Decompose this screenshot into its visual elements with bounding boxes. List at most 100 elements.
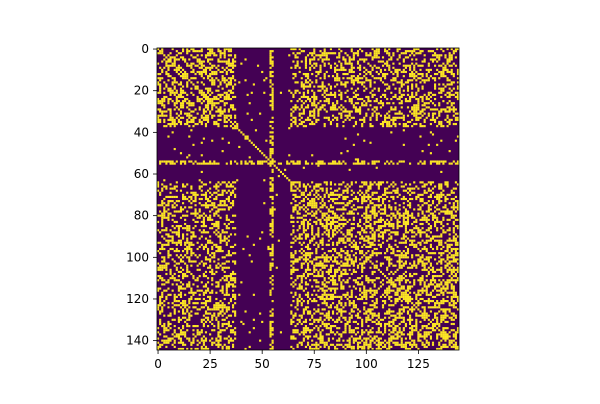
- heatmap-cell: [388, 162, 391, 165]
- heatmap-cell: [348, 70, 351, 74]
- heatmap-cell: [427, 302, 430, 305]
- heatmap-cell: [306, 72, 310, 76]
- heatmap-cell: [365, 220, 368, 224]
- heatmap-cell: [329, 106, 333, 109]
- heatmap-cell: [456, 206, 460, 209]
- heatmap-cell: [323, 218, 326, 221]
- heatmap-cell: [427, 206, 430, 209]
- heatmap-cell: [311, 189, 314, 192]
- heatmap-cell: [371, 237, 374, 240]
- heatmap-cell: [171, 89, 174, 92]
- heatmap-cell: [327, 243, 330, 246]
- heatmap-cell: [452, 254, 455, 257]
- heatmap-cell: [202, 77, 205, 80]
- heatmap-cell: [167, 239, 170, 242]
- heatmap-cell: [379, 70, 382, 74]
- heatmap-cell: [354, 106, 357, 109]
- heatmap-cell: [392, 181, 395, 184]
- heatmap-cell: [215, 212, 218, 215]
- heatmap-cell: [384, 302, 387, 305]
- heatmap-cell: [381, 200, 385, 203]
- heatmap-cell: [348, 200, 351, 203]
- heatmap-cell: [202, 183, 205, 186]
- heatmap-cell: [450, 272, 453, 276]
- heatmap-cell: [173, 295, 176, 298]
- heatmap-cell: [427, 283, 430, 286]
- heatmap-cell: [179, 56, 183, 59]
- heatmap-cell: [300, 222, 303, 226]
- heatmap-cell: [250, 91, 253, 94]
- heatmap-cell: [352, 95, 355, 99]
- heatmap-cell: [309, 241, 312, 244]
- heatmap-cell: [225, 277, 228, 280]
- heatmap-cell: [304, 237, 308, 240]
- heatmap-cell: [427, 258, 430, 261]
- heatmap-cell: [217, 285, 220, 288]
- heatmap-cell: [404, 235, 407, 238]
- heatmap-cell: [331, 279, 335, 282]
- heatmap-cell: [446, 247, 449, 251]
- heatmap-cell: [411, 91, 414, 94]
- heatmap-cell: [363, 231, 366, 234]
- heatmap-cell: [196, 54, 199, 57]
- heatmap-cell: [413, 104, 416, 107]
- heatmap-cell: [350, 58, 353, 61]
- heatmap-cell: [213, 204, 216, 207]
- heatmap-cell: [440, 275, 443, 278]
- heatmap-cell: [425, 68, 428, 71]
- heatmap-cell: [363, 104, 366, 107]
- heatmap-cell: [269, 277, 272, 280]
- heatmap-cell: [213, 72, 216, 76]
- heatmap-cell: [456, 266, 460, 269]
- heatmap-cell: [334, 256, 337, 259]
- heatmap-cell: [334, 227, 337, 230]
- heatmap-cell: [377, 227, 380, 230]
- heatmap-cell: [306, 118, 310, 121]
- heatmap-cell: [215, 250, 218, 253]
- heatmap-cell: [390, 262, 393, 265]
- heatmap-cell: [359, 289, 362, 292]
- heatmap-cell: [323, 293, 326, 296]
- heatmap-cell: [292, 110, 295, 113]
- heatmap-cell: [192, 302, 195, 305]
- heatmap-cell: [294, 116, 297, 119]
- heatmap-cell: [306, 212, 310, 215]
- heatmap-cell: [350, 62, 353, 65]
- heatmap-cell: [429, 239, 432, 242]
- heatmap-cell: [388, 206, 391, 209]
- heatmap-cell: [219, 279, 222, 282]
- heatmap-cell: [325, 54, 328, 57]
- heatmap-cell: [190, 254, 193, 257]
- heatmap-cell: [225, 291, 228, 294]
- heatmap-cell: [456, 85, 460, 88]
- heatmap-cell: [223, 118, 226, 121]
- heatmap-cell: [173, 231, 176, 234]
- heatmap-cell: [313, 266, 316, 269]
- heatmap-cell: [157, 250, 160, 253]
- heatmap-cell: [173, 264, 176, 267]
- heatmap-cell: [336, 100, 339, 103]
- heatmap-cell: [217, 93, 220, 96]
- heatmap-cell: [436, 116, 439, 119]
- heatmap-cell: [315, 75, 318, 78]
- heatmap-cell: [319, 66, 322, 69]
- heatmap-cell: [404, 245, 407, 248]
- heatmap-cell: [169, 125, 172, 128]
- heatmap-cell: [317, 193, 320, 196]
- heatmap-cell: [211, 83, 214, 86]
- heatmap-cell: [427, 143, 430, 146]
- heatmap-cell: [423, 189, 426, 192]
- heatmap-cell: [371, 193, 374, 196]
- heatmap-cell: [198, 97, 201, 101]
- heatmap-cell: [373, 266, 376, 269]
- heatmap-cell: [186, 266, 189, 269]
- heatmap-cell: [171, 225, 174, 228]
- heatmap-cell: [354, 77, 357, 80]
- heatmap-cell: [344, 162, 347, 165]
- heatmap-cell: [261, 162, 264, 165]
- heatmap-cell: [292, 281, 295, 284]
- heatmap-cell: [396, 279, 399, 282]
- heatmap-cell: [296, 260, 299, 263]
- heatmap-cell: [415, 106, 418, 109]
- heatmap-cell: [294, 235, 297, 238]
